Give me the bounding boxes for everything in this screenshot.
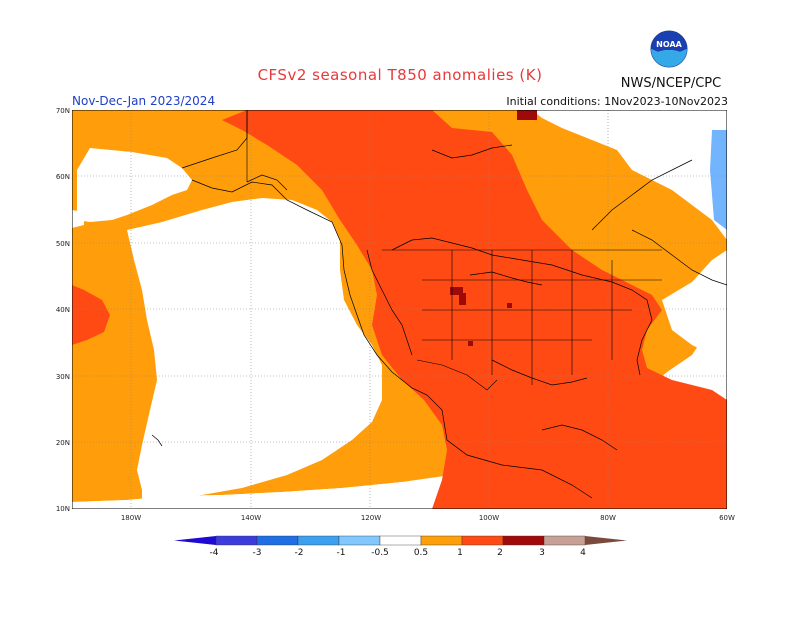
colorbar-cell [256, 535, 299, 546]
colorbar-label: 3 [539, 548, 545, 558]
colorbar-cell [420, 535, 463, 546]
colorbar-cell [502, 535, 545, 546]
anomaly-region-2-3 [459, 293, 466, 305]
colorbar-label: -4 [209, 548, 219, 558]
anomaly-region-below-0.5-arctic [532, 110, 727, 240]
colorbar-label: 0.5 [413, 548, 429, 558]
lon-label-180w: 180W [120, 514, 142, 522]
anomaly-region-below-0.5-west [72, 210, 84, 228]
colorbar-cell [338, 535, 381, 546]
colorbar-arrow-low [174, 536, 216, 545]
lat-label-40n: 40N [55, 306, 70, 314]
lon-label-140w: 140W [240, 514, 262, 522]
anomaly-region-below-0.5-alaska [77, 148, 192, 222]
svg-text:NOAA: NOAA [656, 40, 682, 49]
lon-label-120w: 120W [360, 514, 382, 522]
colorbar-label: -2 [294, 548, 304, 558]
initial-conditions: Initial conditions: 1Nov2023-10Nov2023 [506, 95, 728, 108]
colorbar-cell [215, 535, 258, 546]
anomaly-map [72, 110, 727, 509]
colorbar-label: 4 [580, 548, 586, 558]
anomaly-region-2-3 [468, 341, 473, 346]
lat-label-50n: 50N [55, 240, 70, 248]
colorbar-label: -1 [336, 548, 346, 558]
lat-label-70n: 70N [55, 107, 70, 115]
colorbar-label: -3 [252, 548, 262, 558]
anomaly-region-cold [710, 130, 727, 230]
agency-label: NWS/NCEP/CPC [620, 76, 722, 91]
lat-label-60n: 60N [55, 173, 70, 181]
lon-label-80w: 80W [600, 514, 616, 522]
map-title: CFSv2 seasonal T850 anomalies (K) [257, 66, 543, 84]
political-borders [246, 110, 662, 391]
colorbar [174, 535, 627, 546]
anomaly-region-below-0.5-atlantic [662, 250, 727, 360]
lon-label-60w: 60W [719, 514, 735, 522]
noaa-logo: NOAA [650, 30, 688, 68]
map-graticule [72, 110, 727, 509]
colorbar-cell [379, 535, 422, 546]
anomaly-region-2-3 [450, 287, 463, 295]
anomaly-region-below-0.5-south [72, 482, 402, 509]
lat-label-10n: 10N [55, 505, 70, 513]
anomaly-region-1-2-pacific [72, 285, 110, 345]
anomaly-region-2-3-north [517, 110, 537, 120]
colorbar-label: 1 [457, 548, 463, 558]
anomaly-region-1-2 [222, 110, 727, 509]
colorbar-label: 2 [497, 548, 503, 558]
lat-label-20n: 20N [55, 439, 70, 447]
colorbar-cell [297, 535, 340, 546]
lon-label-100w: 100W [478, 514, 500, 522]
anomaly-region-2-3-caribbean [507, 303, 512, 308]
anomaly-region-below-0.5-pacific [127, 198, 382, 502]
colorbar-cell [461, 535, 504, 546]
forecast-period: Nov-Dec-Jan 2023/2024 [72, 94, 216, 108]
lat-label-30n: 30N [55, 373, 70, 381]
colorbar-arrow-high [585, 536, 627, 545]
colorbar-label: -0.5 [371, 548, 389, 558]
colorbar-cell [543, 535, 586, 546]
